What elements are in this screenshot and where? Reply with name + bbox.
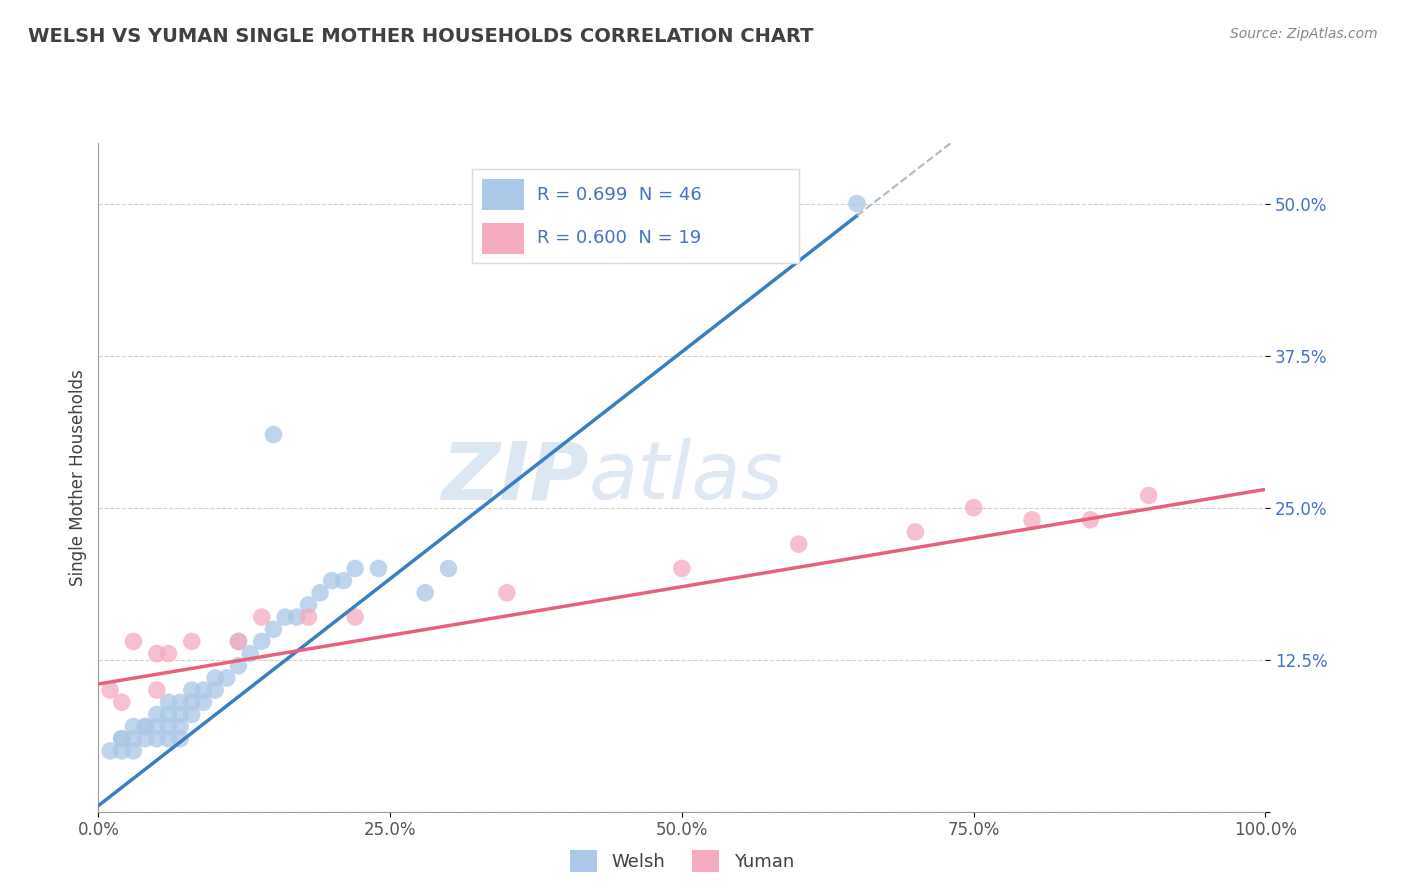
- Point: [193, 695, 215, 709]
- Point: [262, 622, 284, 636]
- Point: [1137, 488, 1160, 502]
- Point: [98, 744, 121, 758]
- Point: [122, 720, 145, 734]
- Point: [98, 683, 121, 698]
- Text: WELSH VS YUMAN SINGLE MOTHER HOUSEHOLDS CORRELATION CHART: WELSH VS YUMAN SINGLE MOTHER HOUSEHOLDS …: [28, 27, 814, 45]
- Point: [146, 647, 169, 661]
- Point: [204, 671, 226, 685]
- Y-axis label: Single Mother Households: Single Mother Households: [69, 369, 87, 585]
- Point: [122, 634, 145, 648]
- Point: [215, 671, 238, 685]
- Point: [1080, 513, 1102, 527]
- Point: [180, 634, 202, 648]
- Point: [344, 610, 367, 624]
- Point: [285, 610, 308, 624]
- Point: [413, 586, 436, 600]
- Point: [344, 561, 367, 575]
- Legend: Welsh, Yuman: Welsh, Yuman: [562, 843, 801, 880]
- Bar: [482, 223, 524, 253]
- Point: [134, 731, 156, 746]
- Point: [111, 731, 134, 746]
- Point: [134, 720, 156, 734]
- Bar: [482, 178, 524, 210]
- Point: [111, 731, 134, 746]
- Point: [309, 586, 332, 600]
- Point: [134, 720, 156, 734]
- Text: R = 0.699  N = 46: R = 0.699 N = 46: [537, 186, 702, 203]
- Point: [262, 427, 284, 442]
- Point: [904, 524, 927, 539]
- Point: [157, 707, 180, 722]
- Point: [332, 574, 354, 588]
- Point: [146, 683, 169, 698]
- Point: [297, 598, 319, 612]
- Point: [787, 537, 810, 551]
- Point: [367, 561, 389, 575]
- Point: [157, 647, 180, 661]
- Point: [122, 731, 145, 746]
- Point: [495, 586, 517, 600]
- Point: [250, 610, 273, 624]
- Point: [228, 634, 250, 648]
- Point: [111, 695, 134, 709]
- Point: [297, 610, 319, 624]
- Point: [962, 500, 984, 515]
- Point: [1021, 513, 1043, 527]
- Point: [239, 647, 262, 661]
- Point: [193, 683, 215, 698]
- Point: [169, 731, 191, 746]
- Point: [146, 731, 169, 746]
- Point: [111, 744, 134, 758]
- Point: [180, 707, 202, 722]
- Text: Source: ZipAtlas.com: Source: ZipAtlas.com: [1230, 27, 1378, 41]
- Point: [180, 695, 202, 709]
- Point: [671, 561, 693, 575]
- Point: [122, 744, 145, 758]
- Text: atlas: atlas: [589, 438, 783, 516]
- Point: [437, 561, 460, 575]
- Point: [250, 634, 273, 648]
- Text: R = 0.600  N = 19: R = 0.600 N = 19: [537, 229, 702, 247]
- Text: ZIP: ZIP: [441, 438, 589, 516]
- Point: [169, 707, 191, 722]
- Point: [845, 196, 868, 211]
- Point: [146, 720, 169, 734]
- Point: [157, 695, 180, 709]
- Point: [157, 731, 180, 746]
- Point: [180, 683, 202, 698]
- Point: [169, 720, 191, 734]
- Point: [228, 658, 250, 673]
- Point: [274, 610, 297, 624]
- Point: [169, 695, 191, 709]
- Point: [146, 707, 169, 722]
- Point: [321, 574, 343, 588]
- Point: [228, 634, 250, 648]
- Point: [204, 683, 226, 698]
- Point: [157, 720, 180, 734]
